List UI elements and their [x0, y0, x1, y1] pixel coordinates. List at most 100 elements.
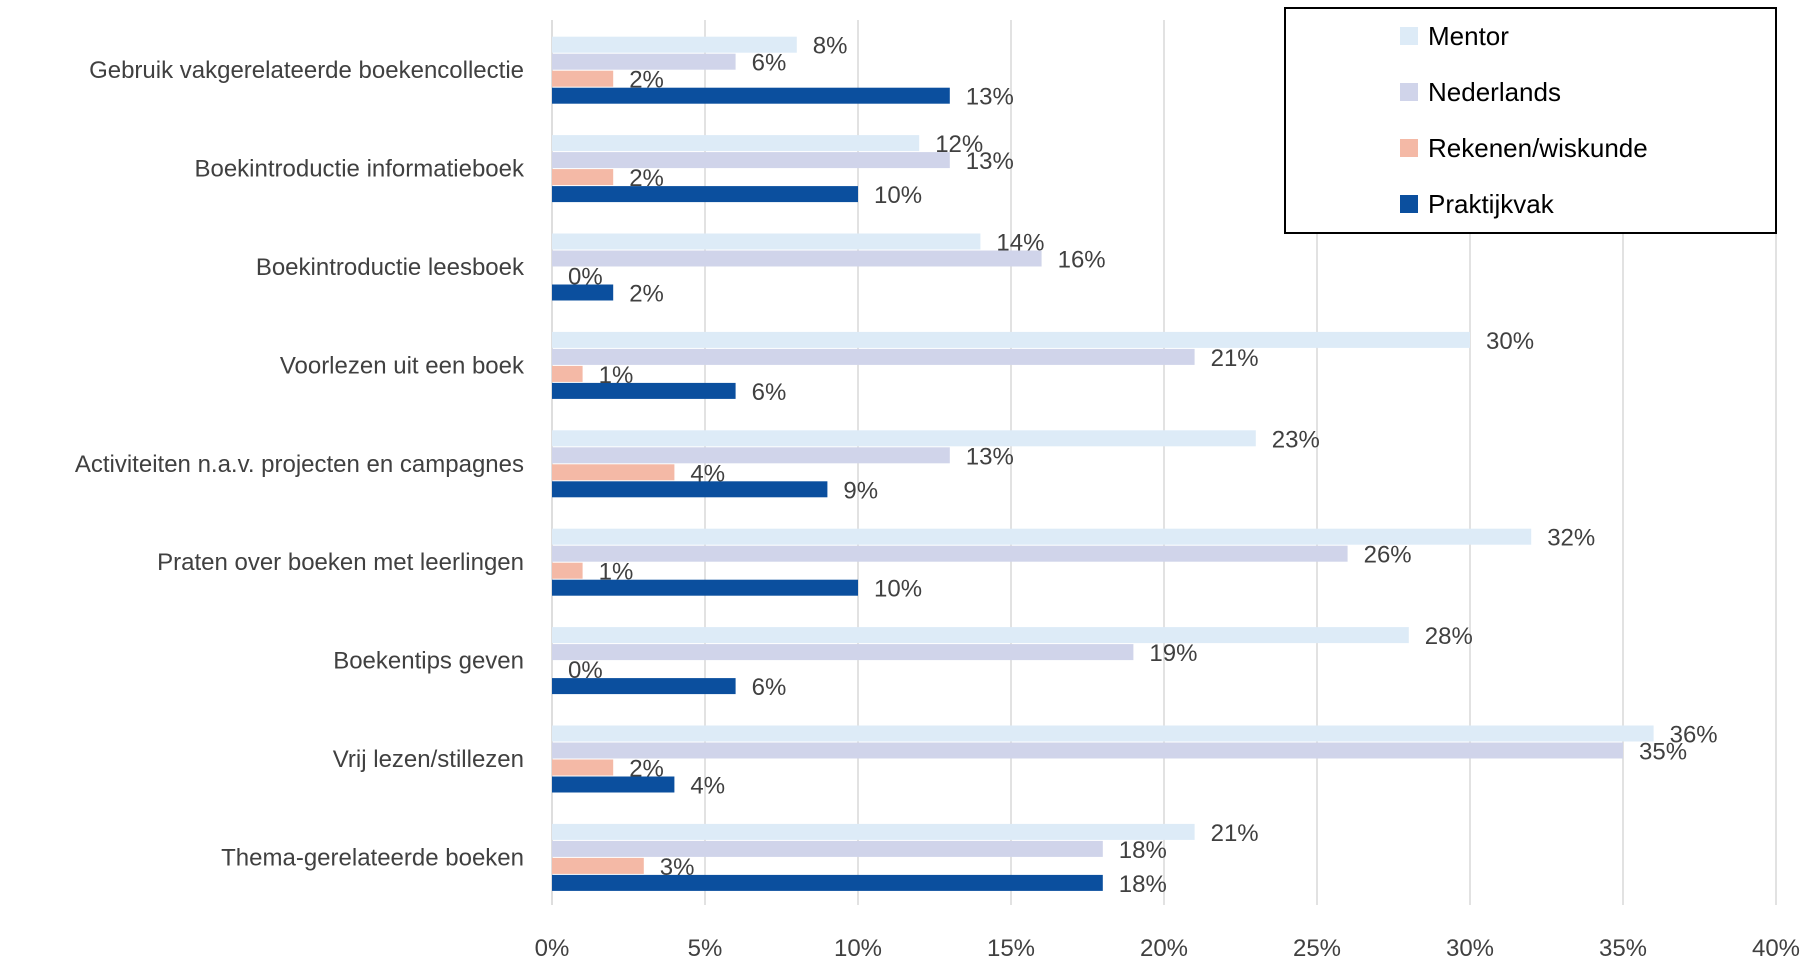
bar-rekenen-wiskunde [552, 464, 675, 481]
bar-rekenen-wiskunde [552, 857, 644, 874]
x-tick-label: 10% [834, 935, 882, 962]
data-label: 0% [568, 657, 603, 684]
bar-mentor [552, 528, 1532, 545]
legend-entry: Rekenen/wiskunde [1428, 133, 1648, 163]
bar-mentor [552, 331, 1470, 348]
data-label: 21% [1211, 820, 1259, 847]
bar-praktijkvak [552, 776, 675, 793]
data-label: 18% [1119, 837, 1167, 864]
x-tick-label: 0% [535, 935, 570, 962]
data-label: 2% [629, 67, 664, 94]
legend-entry: Praktijkvak [1428, 189, 1555, 219]
data-label: 26% [1364, 542, 1412, 569]
category-label: Boekentips geven [333, 648, 524, 675]
bar-nederlands [552, 742, 1623, 759]
bar-nederlands [552, 250, 1042, 267]
data-label: 1% [599, 559, 634, 586]
legend-box [1284, 7, 1777, 234]
data-label: 35% [1639, 739, 1687, 766]
data-label: 6% [752, 674, 787, 701]
bar-mentor [552, 430, 1256, 447]
x-tick-label: 25% [1293, 935, 1341, 962]
data-labels: 8%6%2%13%12%13%2%10%14%16%0%2%30%21%1%6%… [568, 33, 1718, 898]
bar-rekenen-wiskunde [552, 70, 614, 87]
data-label: 30% [1486, 328, 1534, 355]
bar-rekenen-wiskunde [552, 365, 583, 382]
data-label: 32% [1547, 525, 1595, 552]
bar-nederlands [552, 152, 950, 169]
bar-nederlands [552, 644, 1134, 661]
category-label: Boekintroductie leesboek [256, 254, 525, 281]
bar-praktijkvak [552, 382, 736, 399]
data-label: 8% [813, 33, 848, 60]
bars [552, 36, 1654, 891]
category-label: Praten over boeken met leerlingen [157, 549, 524, 576]
data-label: 21% [1211, 345, 1259, 372]
data-label: 9% [843, 477, 878, 504]
data-label: 13% [966, 443, 1014, 470]
data-label: 4% [690, 460, 725, 487]
bar-rekenen-wiskunde [552, 759, 614, 776]
bar-nederlands [552, 53, 736, 70]
category-label: Vrij lezen/stillezen [333, 746, 524, 773]
data-label: 13% [966, 148, 1014, 175]
data-label: 10% [874, 576, 922, 603]
legend-swatch [1400, 195, 1418, 213]
bar-mentor [552, 627, 1409, 644]
bar-praktijkvak [552, 284, 614, 301]
data-label: 16% [1058, 247, 1106, 274]
category-label: Thema-gerelateerde boeken [221, 844, 524, 871]
data-label: 6% [752, 50, 787, 77]
data-label: 23% [1272, 426, 1320, 453]
bar-mentor [552, 36, 797, 53]
bar-praktijkvak [552, 481, 828, 498]
x-tick-label: 20% [1140, 935, 1188, 962]
data-label: 0% [568, 264, 603, 291]
legend-swatch [1400, 27, 1418, 45]
bar-praktijkvak [552, 579, 858, 596]
data-label: 18% [1119, 871, 1167, 898]
bar-nederlands [552, 840, 1103, 857]
data-label: 14% [996, 230, 1044, 257]
bar-praktijkvak [552, 186, 858, 203]
category-label: Boekintroductie informatieboek [194, 156, 525, 183]
data-label: 6% [752, 379, 787, 406]
bar-rekenen-wiskunde [552, 169, 614, 186]
bar-mentor [552, 135, 920, 152]
x-tick-label: 15% [987, 935, 1035, 962]
data-label: 2% [629, 756, 664, 783]
data-label: 2% [629, 165, 664, 192]
legend-entry: Mentor [1428, 21, 1509, 51]
x-axis-tick-labels: 0% 5% 10% 15% 20% 25% 30% 35% 40% [535, 935, 1800, 962]
bar-nederlands [552, 348, 1195, 365]
data-label: 13% [966, 84, 1014, 111]
category-label: Gebruik vakgerelateerde boekencollectie [89, 57, 524, 84]
bar-mentor [552, 823, 1195, 840]
category-label: Voorlezen uit een boek [280, 352, 525, 379]
bar-nederlands [552, 447, 950, 464]
category-label: Activiteiten n.a.v. projecten en campagn… [75, 451, 524, 478]
legend-swatch [1400, 83, 1418, 101]
x-tick-label: 35% [1599, 935, 1647, 962]
data-label: 1% [599, 362, 634, 389]
data-label: 2% [629, 281, 664, 308]
bar-rekenen-wiskunde [552, 562, 583, 579]
x-tick-label: 5% [688, 935, 723, 962]
legend-entry: Nederlands [1428, 77, 1561, 107]
data-label: 28% [1425, 623, 1473, 650]
category-labels: Gebruik vakgerelateerde boekencollectie B… [75, 57, 525, 871]
legend-swatch [1400, 139, 1418, 157]
bar-praktijkvak [552, 678, 736, 695]
bar-praktijkvak [552, 87, 950, 104]
bar-mentor [552, 233, 981, 250]
x-tick-label: 40% [1752, 935, 1800, 962]
legend: Mentor Nederlands Rekenen/wiskunde Praktijk… [1284, 7, 1777, 234]
data-label: 36% [1670, 722, 1718, 749]
x-tick-label: 30% [1446, 935, 1494, 962]
bar-nederlands [552, 545, 1348, 562]
data-label: 10% [874, 182, 922, 209]
data-label: 4% [690, 773, 725, 800]
data-label: 12% [935, 131, 983, 158]
data-label: 19% [1149, 640, 1197, 667]
